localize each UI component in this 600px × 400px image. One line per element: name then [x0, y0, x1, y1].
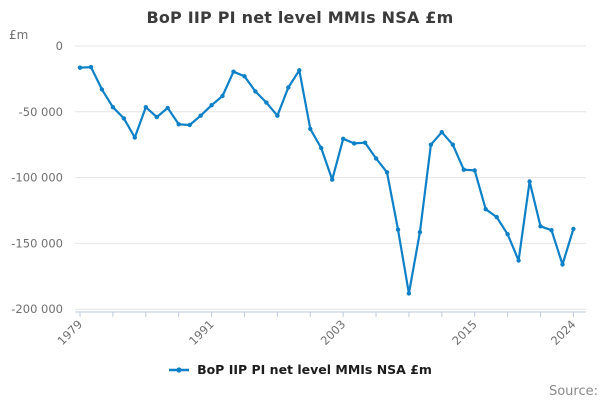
data-point-2014[interactable] [461, 167, 466, 172]
y-tick-label: -100 000 [11, 171, 63, 185]
data-point-1990[interactable] [198, 113, 203, 118]
data-point-1995[interactable] [253, 89, 258, 94]
data-point-1986[interactable] [154, 114, 159, 120]
x-tick-label: 2015 [449, 317, 480, 348]
x-tick-label: 2003 [318, 317, 349, 348]
data-point-1993[interactable] [231, 69, 236, 74]
data-point-1980[interactable] [88, 64, 94, 70]
data-point-1988[interactable] [176, 122, 181, 127]
x-tick-label: 1991 [186, 317, 217, 348]
data-point-2013[interactable] [450, 142, 455, 147]
data-point-2022[interactable] [549, 228, 554, 233]
data-point-2005[interactable] [362, 140, 368, 145]
y-axis-unit-label: £m [9, 28, 29, 42]
legend-line-marker-icon [169, 366, 190, 373]
data-point-2010[interactable] [417, 230, 423, 235]
data-point-2023[interactable] [560, 262, 565, 267]
data-point-1991[interactable] [209, 103, 214, 108]
data-point-2007[interactable] [384, 170, 390, 175]
data-point-1981[interactable] [99, 87, 105, 92]
data-point-2002[interactable] [330, 177, 335, 182]
data-point-2024[interactable] [571, 226, 576, 232]
data-point-1982[interactable] [110, 105, 116, 110]
data-point-1997[interactable] [275, 113, 280, 118]
data-point-1999[interactable] [297, 68, 302, 73]
data-point-2018[interactable] [505, 232, 510, 237]
data-point-2009[interactable] [406, 291, 412, 296]
legend[interactable]: BoP IIP PI net level MMIs NSA £m [0, 362, 600, 377]
data-point-2011[interactable] [428, 142, 434, 147]
source-label: Source: [548, 384, 598, 399]
data-point-2001[interactable] [319, 145, 324, 151]
data-point-2020[interactable] [527, 179, 532, 184]
data-point-2008[interactable] [395, 227, 401, 232]
series-line [78, 65, 575, 295]
x-tick-label: 1979 [55, 317, 86, 348]
data-point-1992[interactable] [220, 93, 225, 99]
data-point-1989[interactable] [187, 122, 192, 128]
data-point-2004[interactable] [351, 141, 357, 146]
y-tick-label: -50 000 [19, 105, 63, 119]
data-point-2019[interactable] [516, 258, 521, 263]
data-point-2012[interactable] [439, 130, 444, 135]
y-tick-label: -150 000 [11, 236, 63, 250]
data-point-1979[interactable] [77, 65, 83, 70]
data-point-1998[interactable] [286, 85, 291, 90]
legend-label: BoP IIP PI net level MMIs NSA £m [197, 362, 432, 377]
data-point-1985[interactable] [143, 105, 148, 110]
data-point-2015[interactable] [472, 168, 477, 173]
y-tick-label: -200 000 [11, 302, 63, 316]
data-point-2006[interactable] [373, 156, 379, 161]
data-point-2000[interactable] [308, 126, 313, 132]
data-point-1994[interactable] [242, 74, 247, 79]
y-tick-label: 0 [56, 39, 63, 53]
data-point-2016[interactable] [483, 207, 488, 212]
x-tick-label: 2024 [548, 317, 579, 348]
chart-title: BoP IIP PI net level MMIs NSA £m [146, 8, 454, 27]
data-point-2021[interactable] [538, 224, 543, 229]
data-point-1987[interactable] [165, 105, 170, 111]
data-point-2003[interactable] [341, 136, 346, 141]
data-point-2017[interactable] [494, 214, 499, 220]
data-point-1983[interactable] [121, 116, 127, 121]
data-point-1996[interactable] [264, 100, 269, 105]
data-point-1984[interactable] [132, 135, 137, 140]
